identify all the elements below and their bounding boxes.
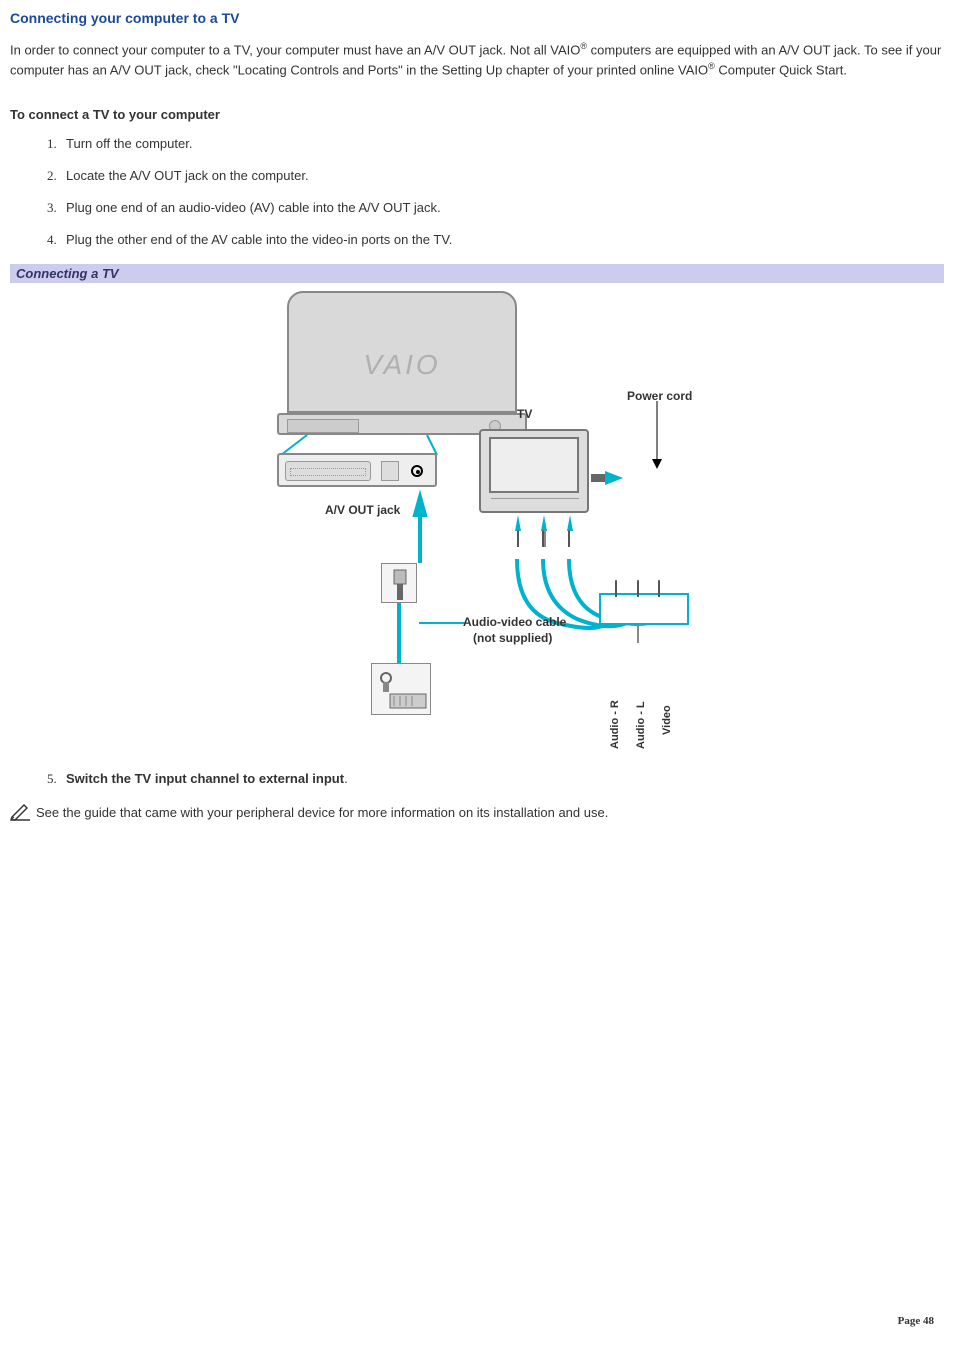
step-5: Switch the TV input channel to external … xyxy=(60,771,944,787)
av-plug-connector xyxy=(381,563,417,603)
rca-tips-box xyxy=(607,581,668,596)
av-cable-path xyxy=(247,283,707,753)
note-row: See the guide that came with your periph… xyxy=(10,803,944,822)
registered-mark: ® xyxy=(708,61,715,71)
label-av-cable-1: Audio-video cable xyxy=(463,615,566,629)
label-audio-r: Audio - R xyxy=(609,700,621,749)
rca-plug-box xyxy=(599,593,689,625)
rca-plugs-bottom xyxy=(607,627,668,642)
step-4: Plug the other end of the AV cable into … xyxy=(60,232,944,248)
figure-caption: Connecting a TV xyxy=(10,264,944,283)
step-5-text: Switch the TV input channel to external … xyxy=(66,771,344,786)
note-pencil-icon xyxy=(10,803,32,821)
step-3-text: Plug one end of an audio-video (AV) cabl… xyxy=(66,200,441,215)
step-4-text: Plug the other end of the AV cable into … xyxy=(66,232,452,247)
note-text: See the guide that came with your periph… xyxy=(36,803,608,822)
intro-part-1: In order to connect your computer to a T… xyxy=(10,42,580,57)
av-plug-mini xyxy=(371,663,431,715)
step-5-period: . xyxy=(344,771,348,786)
step-2: Locate the A/V OUT jack on the computer. xyxy=(60,168,944,184)
sub-heading: To connect a TV to your computer xyxy=(10,107,944,122)
label-audio-l: Audio - L xyxy=(635,701,647,749)
label-av-cable-2: (not supplied) xyxy=(473,631,552,645)
page-heading: Connecting your computer to a TV xyxy=(10,10,944,26)
registered-mark: ® xyxy=(580,41,587,51)
diagram-container: VAIO A/V OUT jack TV Power cord xyxy=(10,283,944,753)
step-2-text: Locate the A/V OUT jack on the computer. xyxy=(66,168,309,183)
connection-diagram: VAIO A/V OUT jack TV Power cord xyxy=(247,283,707,753)
step-3: Plug one end of an audio-video (AV) cabl… xyxy=(60,200,944,216)
page-number: Page 48 xyxy=(898,1315,934,1327)
steps-list-continued: Switch the TV input channel to external … xyxy=(10,771,944,787)
step-1-text: Turn off the computer. xyxy=(66,136,192,151)
step-1: Turn off the computer. xyxy=(60,136,944,152)
steps-list: Turn off the computer. Locate the A/V OU… xyxy=(10,136,944,248)
intro-paragraph: In order to connect your computer to a T… xyxy=(10,40,944,79)
intro-part-3: Computer Quick Start. xyxy=(715,62,847,77)
label-video: Video xyxy=(661,705,673,735)
